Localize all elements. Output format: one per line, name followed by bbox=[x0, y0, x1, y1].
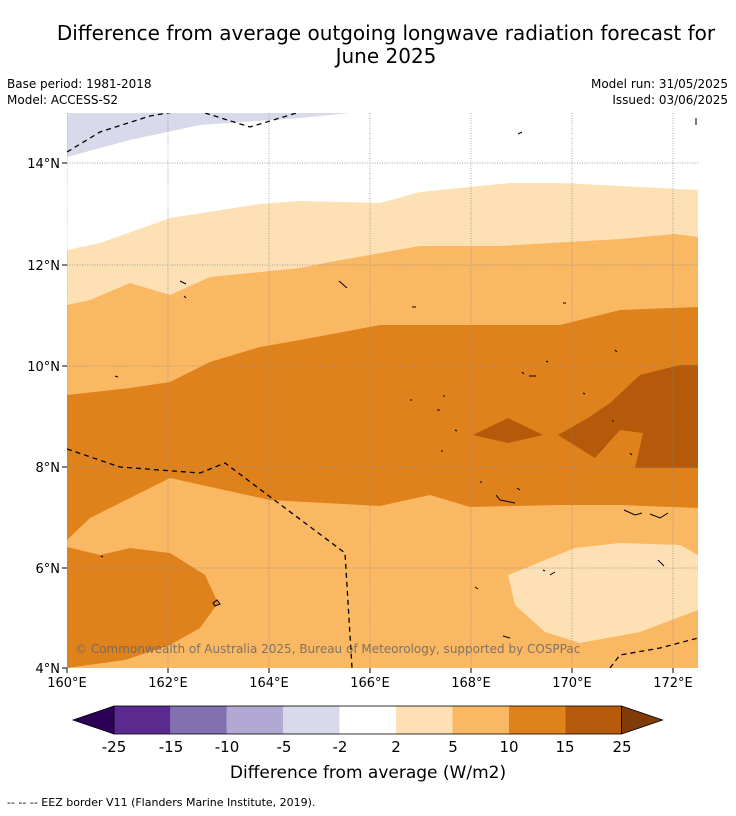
title-line-2: June 2025 bbox=[335, 44, 437, 68]
colorbar-swatch bbox=[452, 706, 509, 734]
model-name: Model: ACCESS-S2 bbox=[7, 93, 119, 107]
colorbar-tick-label: -2 bbox=[333, 738, 348, 756]
colorbar-swatch bbox=[508, 706, 566, 734]
contour-fill-minus-2-to-minus-5 bbox=[67, 113, 350, 157]
colorbar-extend-low bbox=[71, 705, 115, 735]
islands bbox=[100, 118, 697, 639]
contour-fill-10-to-15-south bbox=[67, 547, 218, 668]
title-line-1: Difference from average outgoing longwav… bbox=[56, 21, 716, 45]
colorbar-tick-label: -25 bbox=[102, 738, 127, 756]
map-plot-area bbox=[67, 113, 698, 668]
colorbar-tick-label: 5 bbox=[448, 738, 458, 756]
colorbar-tick-label: 10 bbox=[499, 738, 518, 756]
colorbar-swatch bbox=[226, 706, 284, 734]
map-gridlines bbox=[67, 113, 698, 668]
lat-label: 14°N bbox=[27, 157, 60, 172]
axis-ticks bbox=[62, 162, 674, 673]
colorbar-tick-label: 2 bbox=[391, 738, 401, 756]
chart-title: Difference from average outgoing longwav… bbox=[0, 22, 736, 68]
colorbar-swatch bbox=[283, 706, 340, 734]
lon-label: 162°E bbox=[148, 676, 188, 691]
colorbar-tick-label: 15 bbox=[555, 738, 574, 756]
latitude-labels: 14°N 12°N 10°N 8°N 6°N 4°N bbox=[27, 157, 60, 677]
contour-fill-15-to-25-east bbox=[558, 365, 698, 468]
colorbar bbox=[71, 705, 664, 735]
lat-label: 4°N bbox=[36, 662, 61, 677]
meta-left: Base period: 1981-2018 Model: ACCESS-S2 bbox=[7, 76, 152, 108]
colorbar-tick-label: -5 bbox=[277, 738, 292, 756]
copyright-text: © Commonwealth of Australia 2025, Bureau… bbox=[75, 642, 580, 656]
lon-label: 172°E bbox=[653, 676, 693, 691]
contour-fill-10-to-15 bbox=[67, 307, 698, 540]
lon-label: 170°E bbox=[552, 676, 592, 691]
colorbar-swatch bbox=[170, 706, 227, 734]
colorbar-swatch bbox=[396, 706, 453, 734]
colorbar-tick-labels: -25 -15 -10 -5 -2 2 5 10 15 25 bbox=[102, 738, 632, 756]
lat-label: 10°N bbox=[27, 360, 60, 375]
base-period: Base period: 1981-2018 bbox=[7, 77, 152, 91]
contour-fill-15-to-25-center bbox=[473, 418, 543, 443]
colorbar-tick-label: -15 bbox=[159, 738, 184, 756]
colorbar-label: Difference from average (W/m2) bbox=[230, 763, 506, 783]
eez-legend-note: -- -- -- EEZ border V11 (Flanders Marine… bbox=[7, 796, 316, 809]
longitude-labels: 160°E 162°E 164°E 166°E 168°E 170°E 172°… bbox=[47, 676, 693, 691]
model-run: Model run: 31/05/2025 bbox=[590, 77, 728, 91]
colorbar-outline bbox=[113, 705, 623, 735]
issued-date: Issued: 03/06/2025 bbox=[612, 93, 728, 107]
colorbar-extend-high bbox=[621, 705, 664, 735]
lon-label: 166°E bbox=[350, 676, 390, 691]
lon-label: 160°E bbox=[47, 676, 87, 691]
lat-label: 8°N bbox=[36, 461, 61, 476]
eez-borders bbox=[67, 113, 698, 668]
colorbar-swatch bbox=[339, 706, 396, 734]
lon-label: 168°E bbox=[451, 676, 491, 691]
colorbar-swatch bbox=[565, 706, 622, 734]
colorbar-tick-label: 25 bbox=[612, 738, 631, 756]
colorbar-swatch bbox=[114, 706, 171, 734]
colorbar-tick-label: -10 bbox=[215, 738, 240, 756]
lat-label: 12°N bbox=[27, 259, 60, 274]
meta-right: Model run: 31/05/2025 Issued: 03/06/2025 bbox=[591, 76, 728, 108]
lat-label: 6°N bbox=[36, 562, 61, 577]
lon-label: 164°E bbox=[249, 676, 289, 691]
